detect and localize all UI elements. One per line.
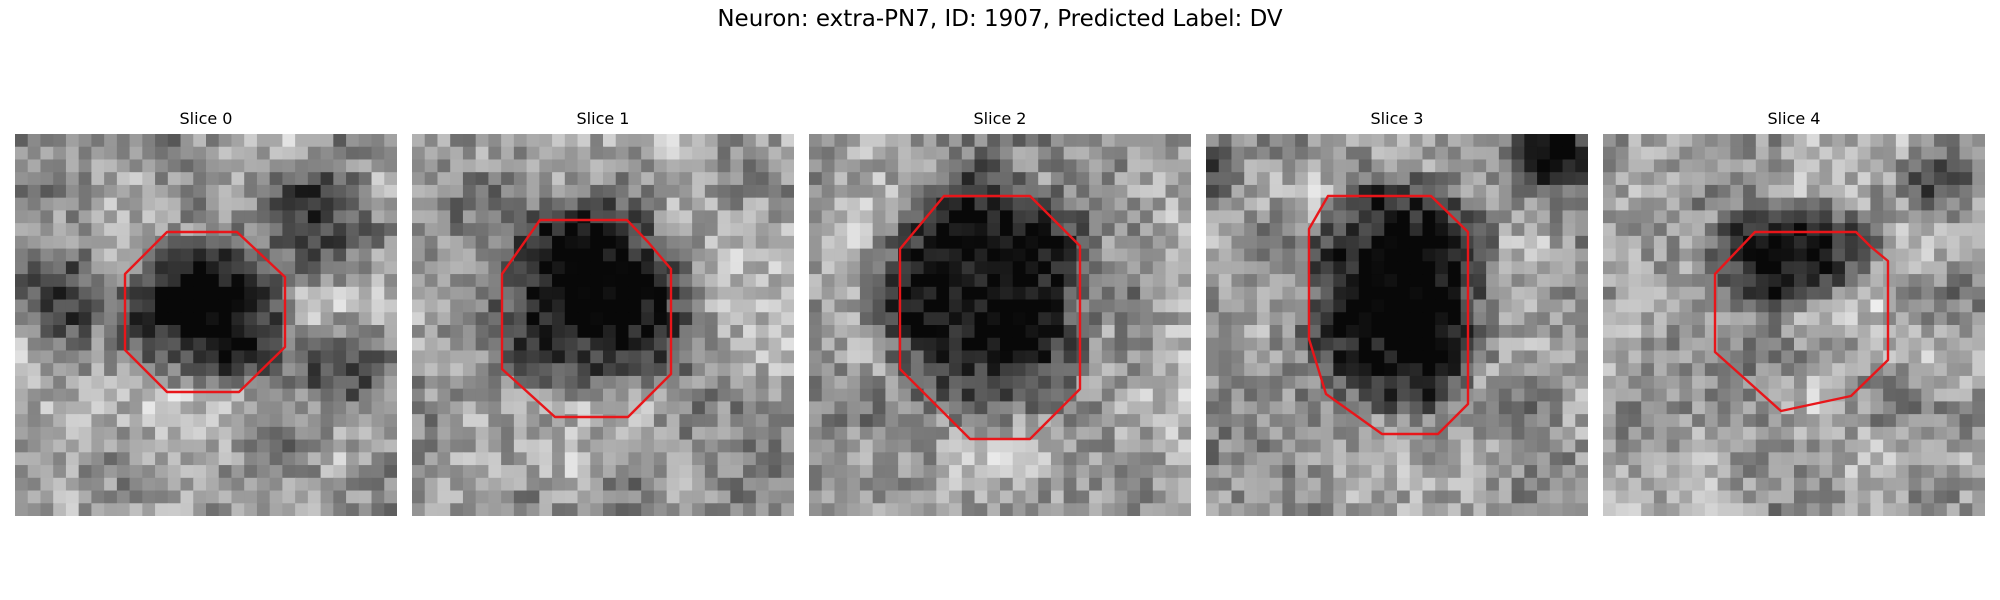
slice-svg (412, 134, 794, 516)
red-octagon-contour (123, 230, 287, 394)
slice-image (809, 134, 1191, 516)
slice-svg (1206, 134, 1588, 516)
slice-panel-2: Slice 2 (809, 105, 1191, 516)
slice-panel-0: Slice 0 (15, 105, 397, 516)
slice-image (1603, 134, 1985, 516)
red-octagon-contour (1307, 194, 1470, 436)
slice-title: Slice 4 (1767, 109, 1821, 128)
pixel-grid (1206, 134, 1588, 516)
slice-panel-4: Slice 4 (1603, 105, 1985, 516)
slice-title: Slice 3 (1370, 109, 1424, 128)
slice-image (1206, 134, 1588, 516)
red-octagon-contour (898, 194, 1082, 441)
pixel-grid (809, 134, 1191, 516)
slice-panel-1: Slice 1 (412, 105, 794, 516)
slice-image (15, 134, 397, 516)
slice-svg (15, 134, 397, 516)
slice-svg (809, 134, 1191, 516)
pixel-grid (15, 134, 397, 516)
red-octagon-contour (1713, 230, 1890, 413)
slice-title: Slice 2 (973, 109, 1027, 128)
figure-title: Neuron: extra-PN7, ID: 1907, Predicted L… (717, 6, 1283, 32)
pixel-grid (412, 134, 794, 516)
slice-image (412, 134, 794, 516)
slice-panel-3: Slice 3 (1206, 105, 1588, 516)
red-octagon-contour (500, 218, 673, 419)
slice-title: Slice 1 (576, 109, 630, 128)
slice-svg (1603, 134, 1985, 516)
pixel-grid (1603, 134, 1985, 516)
slice-title: Slice 0 (179, 109, 233, 128)
